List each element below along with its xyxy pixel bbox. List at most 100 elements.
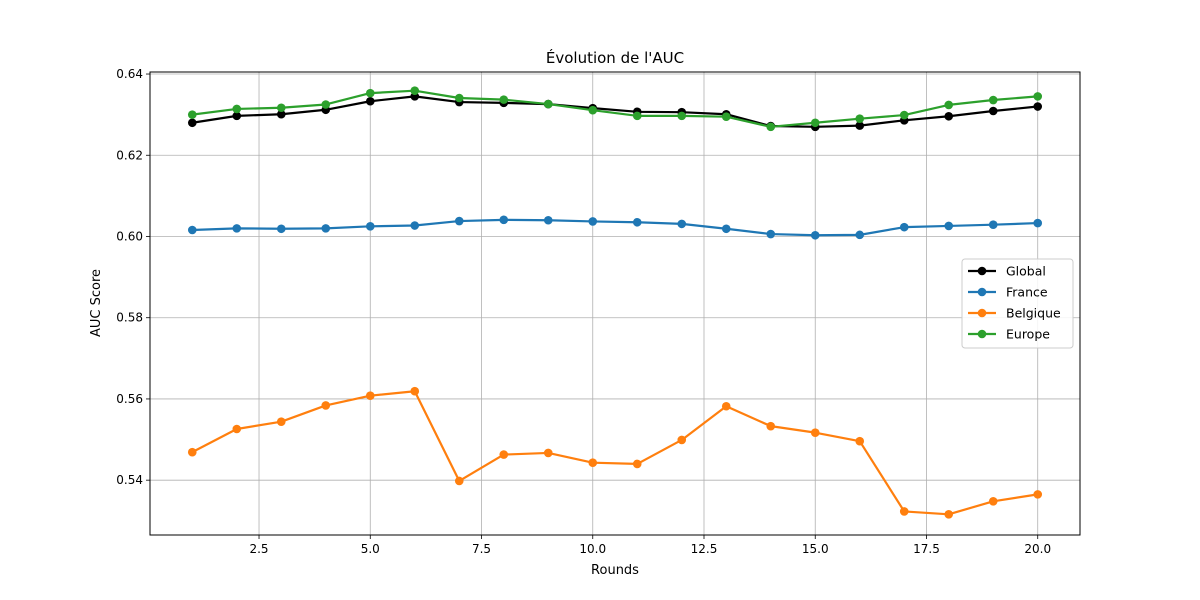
data-point-france (365, 222, 375, 231)
legend-box (961, 258, 1074, 349)
data-point-france (454, 216, 464, 226)
data-point-europe (988, 95, 998, 105)
x-axis-label: Rounds (591, 563, 639, 578)
data-point-france (588, 217, 598, 226)
data-point-europe (721, 112, 731, 121)
data-point-belgique (543, 448, 553, 458)
data-point-belgique (588, 458, 598, 468)
series-france (187, 215, 1043, 240)
data-point-belgique (454, 476, 464, 486)
data-point-belgique (810, 428, 820, 437)
data-point-france (232, 224, 242, 233)
legend-label: Global (1006, 264, 1046, 279)
x-tick-label: 5.0 (361, 542, 380, 556)
data-point-global (944, 111, 954, 121)
data-point-belgique (988, 496, 998, 506)
data-point-belgique (499, 450, 509, 459)
x-tick-label: 7.5 (472, 542, 491, 556)
data-point-france (632, 217, 642, 227)
data-point-global (988, 106, 998, 116)
data-point-belgique (410, 386, 420, 396)
data-point-france (321, 224, 331, 233)
legend-item-europe: Europe (968, 327, 1050, 342)
data-point-europe (677, 111, 687, 121)
x-tick-label: 2.5 (249, 542, 268, 556)
data-point-global (1033, 102, 1043, 111)
data-point-europe (855, 114, 865, 124)
y-tick-label: 0.58 (116, 311, 143, 325)
data-point-europe (899, 110, 909, 120)
axis-ticks: 2.5 5.0 7.5 10.0 12.5 15.0 17.5 20.0 0.54 0.56 0.5… (116, 67, 1051, 556)
y-axis-label: AUC Score (89, 269, 104, 337)
legend-marker (977, 329, 987, 339)
data-point-europe (588, 105, 598, 115)
data-point-global (365, 96, 375, 106)
data-point-europe (766, 122, 776, 132)
data-point-europe (543, 99, 553, 109)
x-tick-label: 20.0 (1024, 542, 1051, 556)
grid-lines (150, 72, 1080, 535)
data-point-france (810, 230, 820, 240)
data-point-europe (632, 111, 642, 121)
y-tick-label: 0.54 (116, 473, 143, 487)
legend: Global France Belgique Europe (961, 258, 1074, 349)
data-point-france (677, 219, 687, 229)
data-point-france (187, 225, 197, 235)
data-point-france (499, 215, 509, 225)
data-point-europe (810, 118, 820, 128)
series-global (187, 92, 1043, 132)
data-point-belgique (1033, 490, 1043, 499)
data-point-europe (187, 110, 197, 119)
data-point-europe (321, 100, 331, 109)
data-point-belgique (944, 509, 954, 519)
data-point-europe (454, 93, 464, 103)
data-point-france (944, 221, 954, 231)
series-belgique (187, 386, 1043, 519)
legend-item-global: Global (968, 264, 1046, 279)
data-point-france (276, 224, 286, 234)
data-point-europe (410, 86, 420, 95)
x-tick-label: 12.5 (691, 542, 718, 556)
x-tick-label: 10.0 (579, 542, 606, 556)
legend-marker (977, 266, 987, 276)
data-point-global (232, 111, 242, 121)
data-point-global (855, 121, 865, 130)
x-tick-label: 17.5 (913, 542, 940, 556)
legend-item-belgique: Belgique (968, 306, 1061, 321)
data-point-belgique (276, 417, 286, 426)
legend-marker (977, 287, 987, 297)
data-point-europe (276, 103, 286, 113)
series-line-france (192, 218, 1038, 237)
y-tick-label: 0.60 (116, 229, 143, 243)
series-line-belgique (191, 390, 1038, 516)
data-point-belgique (232, 424, 242, 434)
data-point-belgique (899, 507, 909, 516)
legend-label: France (1006, 285, 1048, 300)
data-point-france (766, 229, 776, 239)
series-line-europe (192, 89, 1038, 128)
series-layer (187, 86, 1043, 519)
series-europe (187, 86, 1043, 132)
data-point-belgique (721, 401, 731, 411)
data-point-belgique (855, 436, 865, 446)
data-point-france (988, 220, 998, 230)
y-tick-label: 0.62 (116, 148, 143, 162)
legend-item-france: France (968, 285, 1048, 300)
chart-title: Évolution de l'AUC (546, 48, 684, 67)
data-point-europe (1033, 92, 1043, 101)
data-point-global (187, 118, 197, 128)
x-tick-label: 15.0 (802, 542, 829, 556)
data-point-france (543, 215, 553, 225)
data-point-france (410, 221, 420, 230)
data-point-belgique (321, 401, 331, 410)
y-tick-label: 0.64 (116, 67, 143, 81)
data-point-europe (365, 88, 375, 98)
data-point-france (1033, 218, 1043, 228)
data-point-europe (499, 95, 509, 104)
legend-marker (977, 308, 987, 318)
series-line-global (192, 95, 1038, 128)
data-point-france (899, 222, 909, 232)
y-tick-label: 0.56 (116, 392, 143, 406)
plot-frame (149, 71, 1081, 536)
